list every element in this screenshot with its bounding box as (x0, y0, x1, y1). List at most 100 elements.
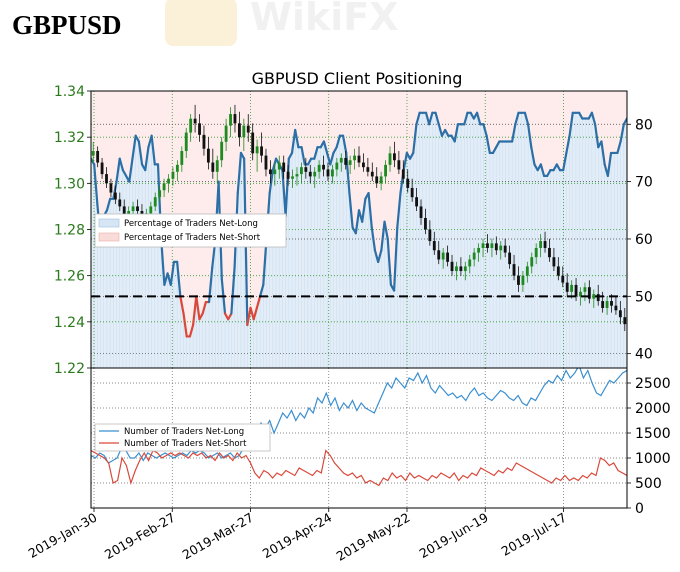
price-candle (105, 167, 108, 188)
pct-net-long-segment (370, 226, 377, 252)
price-candle (229, 107, 232, 138)
price-candle (521, 271, 525, 292)
price-candle (308, 164, 312, 184)
pct-net-long-segment (619, 123, 625, 143)
legend-swatch-net-short (98, 232, 120, 242)
pct-net-long-segment (526, 123, 533, 149)
price-candle (379, 171, 383, 191)
price-candle (348, 155, 352, 175)
price-candle (193, 104, 197, 133)
price-candle (362, 153, 365, 172)
pct-net-long-segment (195, 295, 201, 321)
pct-net-long-segment (562, 151, 568, 172)
pct-net-long-segment (179, 295, 185, 315)
pct-net-long-segment (341, 134, 348, 155)
pct-net-long-segment (514, 111, 520, 126)
price-candle (313, 167, 317, 188)
pct-net-long-segment (622, 117, 627, 126)
price-candle (548, 238, 551, 262)
price-candle (246, 114, 250, 142)
pct-net-long-segment (463, 111, 469, 126)
pct-net-long-segment (415, 111, 421, 126)
price-candle (565, 273, 569, 297)
bottom-panel-frame (90, 367, 628, 509)
pct-net-long-segment (191, 295, 198, 327)
price-candle (552, 247, 556, 272)
pct-net-long-segment (294, 128, 300, 149)
pct-net-long-segment (144, 146, 150, 172)
price-candle (401, 160, 405, 184)
date-tick-label: 2019-Mar-27 (180, 510, 256, 563)
price-candle (158, 185, 162, 202)
pct-net-long-segment (137, 140, 144, 166)
price-candle (393, 141, 396, 168)
price-candle (370, 162, 374, 182)
price-candle (455, 261, 458, 281)
pct-net-long-segment (383, 220, 389, 241)
price-candle (224, 118, 228, 152)
pct-net-long-segment (590, 111, 597, 126)
pct-net-long-segment (290, 128, 297, 155)
price-candle (525, 261, 529, 283)
price-candle (424, 208, 427, 235)
pct-net-long-segment (182, 312, 188, 338)
price-candle (109, 178, 113, 198)
price-candle (450, 254, 454, 276)
pct-tick-label: 70 (635, 175, 653, 191)
pct-net-long-segment (112, 180, 118, 200)
pct-net-long-segment (115, 157, 121, 183)
legend-label-net-long: Percentage of Traders Net-Long (124, 219, 258, 229)
pct-net-long-segment (616, 140, 622, 155)
price-candle (282, 155, 286, 179)
price-candle (153, 192, 157, 212)
pct-net-long-segment (386, 237, 393, 286)
price-candle (587, 280, 591, 304)
price-candle (118, 192, 122, 212)
price-candle (344, 151, 348, 170)
pct-net-long-segment (176, 260, 182, 298)
price-candle (508, 245, 512, 269)
price-candle (286, 164, 290, 186)
date-tick-label: 2019-Jun-19 (417, 510, 491, 561)
pct-tick-label: 60 (635, 232, 653, 248)
pct-tick-label: 80 (635, 117, 653, 133)
count-tick-label: 500 (635, 476, 662, 492)
price-candle (477, 243, 481, 262)
price-candle (291, 169, 294, 188)
pct-net-long-segment (380, 220, 386, 252)
price-candle (561, 266, 565, 288)
pct-net-long-segment (511, 123, 517, 143)
price-candle (384, 160, 387, 184)
pct-net-long-segment (188, 323, 195, 338)
pct-net-long-segment (568, 111, 574, 137)
pct-net-long-segment (593, 123, 600, 149)
price-candle (459, 257, 463, 276)
legend-label-count-long: Number of Traders Net-Long (124, 427, 244, 437)
price-candle (184, 127, 188, 158)
pct-net-long-segment (246, 306, 252, 327)
price-tick-label: 1.24 (54, 315, 85, 331)
price-candle (623, 307, 627, 332)
price-candle (517, 266, 520, 292)
price-candle (556, 257, 560, 281)
pct-net-long-segment (118, 157, 125, 172)
price-candle (206, 137, 210, 170)
price-candle (171, 167, 175, 186)
price-candle (136, 199, 139, 216)
pct-net-long-segment (255, 295, 262, 309)
count-tick-label: 1500 (635, 426, 671, 442)
price-candle (534, 243, 538, 265)
price-candle (295, 167, 299, 186)
pct-net-long-segment (300, 146, 306, 166)
count-net-long-line (91, 368, 627, 464)
price-candle (322, 155, 325, 177)
pct-net-long-segment (258, 283, 265, 298)
price-candle (167, 174, 170, 193)
price-candle (91, 141, 95, 163)
pct-net-long-segment (434, 111, 440, 126)
count-tick-label: 1000 (635, 451, 671, 467)
price-candle (596, 284, 600, 306)
price-candle (317, 160, 321, 179)
price-candle (113, 185, 117, 205)
price-candle (432, 231, 436, 255)
